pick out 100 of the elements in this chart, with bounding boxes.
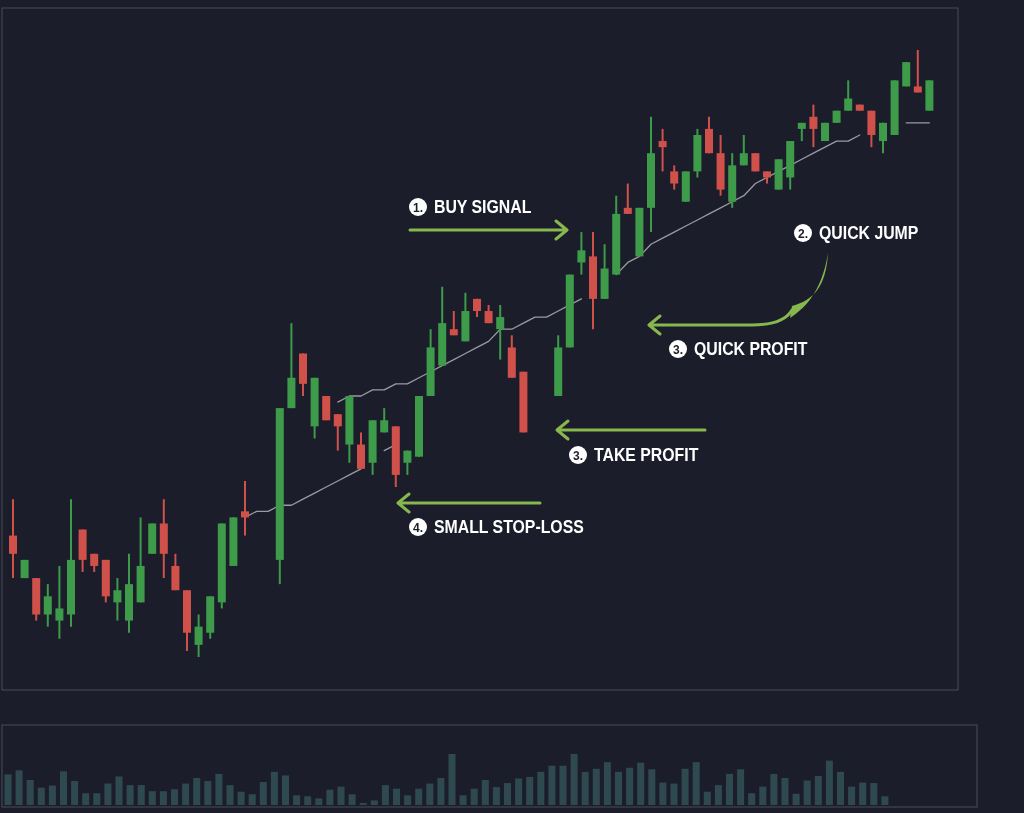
candlestick [496, 303, 505, 361]
bar [526, 776, 534, 805]
bar [470, 788, 478, 805]
bar [326, 789, 334, 805]
candlestick [241, 479, 249, 537]
candlestick [113, 577, 122, 622]
bar [681, 768, 689, 805]
bar [781, 777, 789, 805]
candlestick [403, 449, 412, 476]
candlestick [333, 413, 342, 452]
candlestick [449, 310, 458, 337]
candlestick [55, 564, 64, 640]
bar [226, 785, 234, 805]
bar [848, 786, 856, 805]
bar [759, 786, 767, 805]
candlestick [739, 133, 748, 167]
bar [626, 767, 634, 805]
bar [348, 794, 356, 805]
bar [26, 780, 34, 805]
bar [259, 782, 267, 805]
bar [337, 786, 345, 805]
bar [237, 791, 245, 805]
bar [193, 777, 201, 805]
bar [748, 793, 756, 805]
bar [60, 771, 67, 805]
bar [282, 775, 289, 805]
bar [492, 787, 500, 805]
bar [581, 771, 589, 805]
bar [814, 775, 822, 805]
bar [726, 773, 733, 805]
bar [4, 774, 12, 805]
candlestick [658, 127, 667, 173]
bar [315, 798, 323, 805]
bar [159, 791, 167, 805]
bar [215, 773, 223, 805]
bar [148, 791, 156, 805]
bar [304, 796, 312, 805]
bar [48, 785, 56, 805]
bar [504, 783, 511, 805]
bar [426, 783, 434, 805]
bar [415, 788, 423, 805]
candlestick [43, 583, 52, 628]
bar [137, 785, 145, 805]
bar [881, 796, 889, 805]
bar [459, 795, 467, 805]
bar [703, 791, 711, 805]
bar [381, 785, 389, 805]
annotation: 4. SMALL STOP-LOSS [412, 517, 584, 538]
bar [870, 783, 878, 805]
bar [204, 781, 212, 805]
bar [615, 771, 622, 805]
bar [648, 769, 656, 805]
bar [126, 785, 134, 805]
bar [537, 771, 545, 805]
bar [115, 776, 123, 805]
bar [803, 780, 811, 805]
bar [270, 771, 278, 805]
bar [437, 777, 445, 805]
bar [15, 770, 23, 805]
bar [792, 793, 800, 805]
bar [515, 778, 523, 805]
annotation: 2. QUICK JUMP [797, 223, 919, 244]
bar [481, 780, 489, 805]
bar [670, 783, 678, 805]
bar [548, 765, 556, 805]
bar [737, 769, 745, 805]
candlestick [194, 613, 203, 658]
bar [71, 781, 79, 805]
bar [370, 800, 378, 805]
bar [393, 788, 400, 805]
bar [825, 760, 833, 805]
bar [692, 762, 700, 805]
candlestick [623, 182, 632, 215]
candlestick [670, 164, 679, 191]
bar [637, 762, 645, 805]
bar [82, 793, 90, 805]
bar [37, 787, 45, 805]
bar [171, 789, 178, 805]
bar [448, 754, 456, 805]
candlestick [809, 103, 818, 149]
bar [859, 782, 867, 805]
annotation: 3. TAKE PROFIT [572, 445, 699, 466]
candlestick [9, 498, 17, 580]
bar [104, 783, 112, 805]
bar [603, 762, 611, 805]
candlestick [879, 121, 887, 155]
bar [592, 768, 600, 805]
bar [559, 765, 567, 805]
candlestick [913, 49, 922, 94]
bar [714, 785, 722, 805]
bar [248, 794, 256, 805]
annotation: 1. BUY SIGNAL [412, 197, 532, 218]
bar [293, 795, 301, 805]
candlestick [577, 231, 586, 276]
bar [570, 754, 578, 805]
annotation: 3. QUICK PROFIT [672, 339, 809, 360]
bar [404, 795, 412, 805]
bar [659, 782, 667, 805]
bar [770, 773, 778, 805]
candlestick [380, 407, 389, 434]
